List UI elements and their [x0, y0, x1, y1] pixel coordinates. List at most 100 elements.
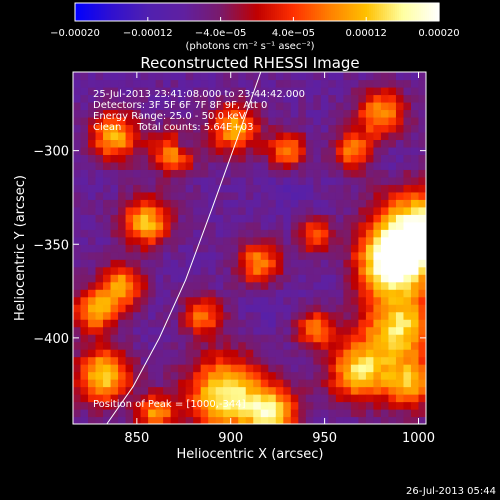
heatmap-cell	[170, 394, 179, 403]
heatmap-cell	[238, 191, 247, 200]
heatmap-cell	[298, 169, 307, 178]
heatmap-cell	[238, 206, 247, 215]
heatmap-cell	[343, 379, 352, 388]
heatmap-cell	[110, 116, 119, 126]
heatmap-cell	[223, 236, 232, 245]
heatmap-cell	[395, 386, 405, 395]
heatmap-cell	[410, 416, 420, 424]
heatmap-cell	[365, 356, 375, 365]
heatmap-cell	[253, 341, 262, 350]
heatmap-cell	[163, 349, 172, 358]
heatmap-cell	[208, 386, 217, 395]
heatmap-cell	[133, 319, 142, 328]
heatmap-cell	[395, 109, 405, 118]
heatmap-cell	[95, 116, 104, 126]
colorbar-segment	[347, 3, 350, 21]
heatmap-cell	[253, 289, 262, 298]
heatmap-cell	[283, 86, 292, 96]
heatmap-cell	[260, 341, 269, 350]
heatmap-cell	[208, 94, 217, 103]
heatmap-cell	[178, 184, 187, 193]
heatmap-cell	[110, 221, 119, 230]
heatmap-cell	[283, 214, 292, 223]
colorbar-segment	[257, 3, 260, 21]
heatmap-cell	[373, 364, 382, 373]
heatmap-cell	[118, 401, 127, 410]
heatmap-cell	[358, 229, 367, 238]
heatmap-cell	[148, 191, 157, 200]
heatmap-cell	[125, 296, 134, 305]
heatmap-cell	[155, 274, 164, 283]
heatmap-cell	[410, 199, 420, 208]
colorbar-segment	[159, 3, 162, 21]
heatmap-cell	[395, 94, 405, 103]
heatmap-cell	[365, 266, 375, 275]
heatmap-cell	[358, 334, 367, 343]
heatmap-cell	[268, 94, 277, 103]
plot-frame	[72, 71, 427, 425]
heatmap-cell	[170, 311, 179, 320]
heatmap-cell	[110, 244, 119, 253]
heatmap-cell	[395, 101, 405, 111]
colorbar-segment	[385, 3, 388, 21]
colorbar-segment	[403, 3, 406, 21]
heatmap-cell	[170, 296, 179, 305]
heatmap-cell	[418, 371, 426, 380]
heatmap-cell	[73, 229, 82, 238]
heatmap-cell	[395, 416, 405, 424]
heatmap-cell	[125, 101, 134, 111]
colorbar-segment	[103, 3, 106, 21]
heatmap-cell	[260, 386, 269, 395]
heatmap-cell	[185, 244, 194, 253]
heatmap-cell	[110, 304, 119, 313]
heatmap-cell	[275, 386, 284, 395]
heatmap-cell	[223, 274, 232, 283]
heatmap-cell	[335, 379, 344, 388]
heatmap-cell	[343, 364, 352, 373]
heatmap-cell	[283, 349, 292, 358]
heatmap-cell	[298, 176, 307, 185]
colorbar-segment	[335, 3, 338, 21]
heatmap-cell	[155, 349, 164, 358]
heatmap-cell	[178, 416, 187, 424]
heatmap-cell	[298, 334, 307, 343]
heatmap-cell	[103, 221, 112, 230]
heatmap-cell	[125, 371, 134, 380]
heatmap-cell	[253, 94, 262, 103]
heatmap-cell	[163, 341, 172, 350]
heatmap-cell	[223, 116, 232, 126]
heatmap-cell	[163, 319, 172, 328]
heatmap-cell	[343, 394, 352, 403]
heatmap-cell	[380, 229, 390, 238]
heatmap-cell	[320, 154, 329, 163]
heatmap-cell	[410, 116, 420, 126]
heatmap-cell	[133, 349, 142, 358]
heatmap-cell	[95, 266, 104, 275]
heatmap-cell	[313, 386, 322, 395]
heatmap-cell	[320, 311, 329, 320]
heatmap-cell	[388, 236, 397, 245]
heatmap-cell	[230, 356, 239, 365]
heatmap-cell	[418, 304, 426, 313]
heatmap-cell	[118, 319, 127, 328]
heatmap-cell	[335, 176, 344, 185]
heatmap-cell	[95, 356, 104, 365]
colorbar-segment	[213, 3, 216, 21]
heatmap-cell	[208, 304, 217, 313]
heatmap-cell	[88, 416, 97, 424]
heatmap-cell	[80, 131, 89, 141]
heatmap-cell	[170, 206, 179, 215]
colorbar-segment	[207, 3, 210, 21]
heatmap-cell	[88, 94, 97, 103]
heatmap-cell	[298, 229, 307, 238]
heatmap-cell	[230, 296, 239, 305]
heatmap-cell	[388, 259, 397, 268]
heatmap-cell	[343, 79, 352, 88]
heatmap-cell	[125, 416, 134, 424]
heatmap-cell	[358, 199, 367, 208]
heatmap-cell	[313, 206, 322, 215]
heatmap-cell	[290, 319, 299, 328]
colorbar-segment	[383, 3, 386, 21]
heatmap-cell	[305, 94, 314, 103]
heatmap-cell	[170, 304, 179, 313]
